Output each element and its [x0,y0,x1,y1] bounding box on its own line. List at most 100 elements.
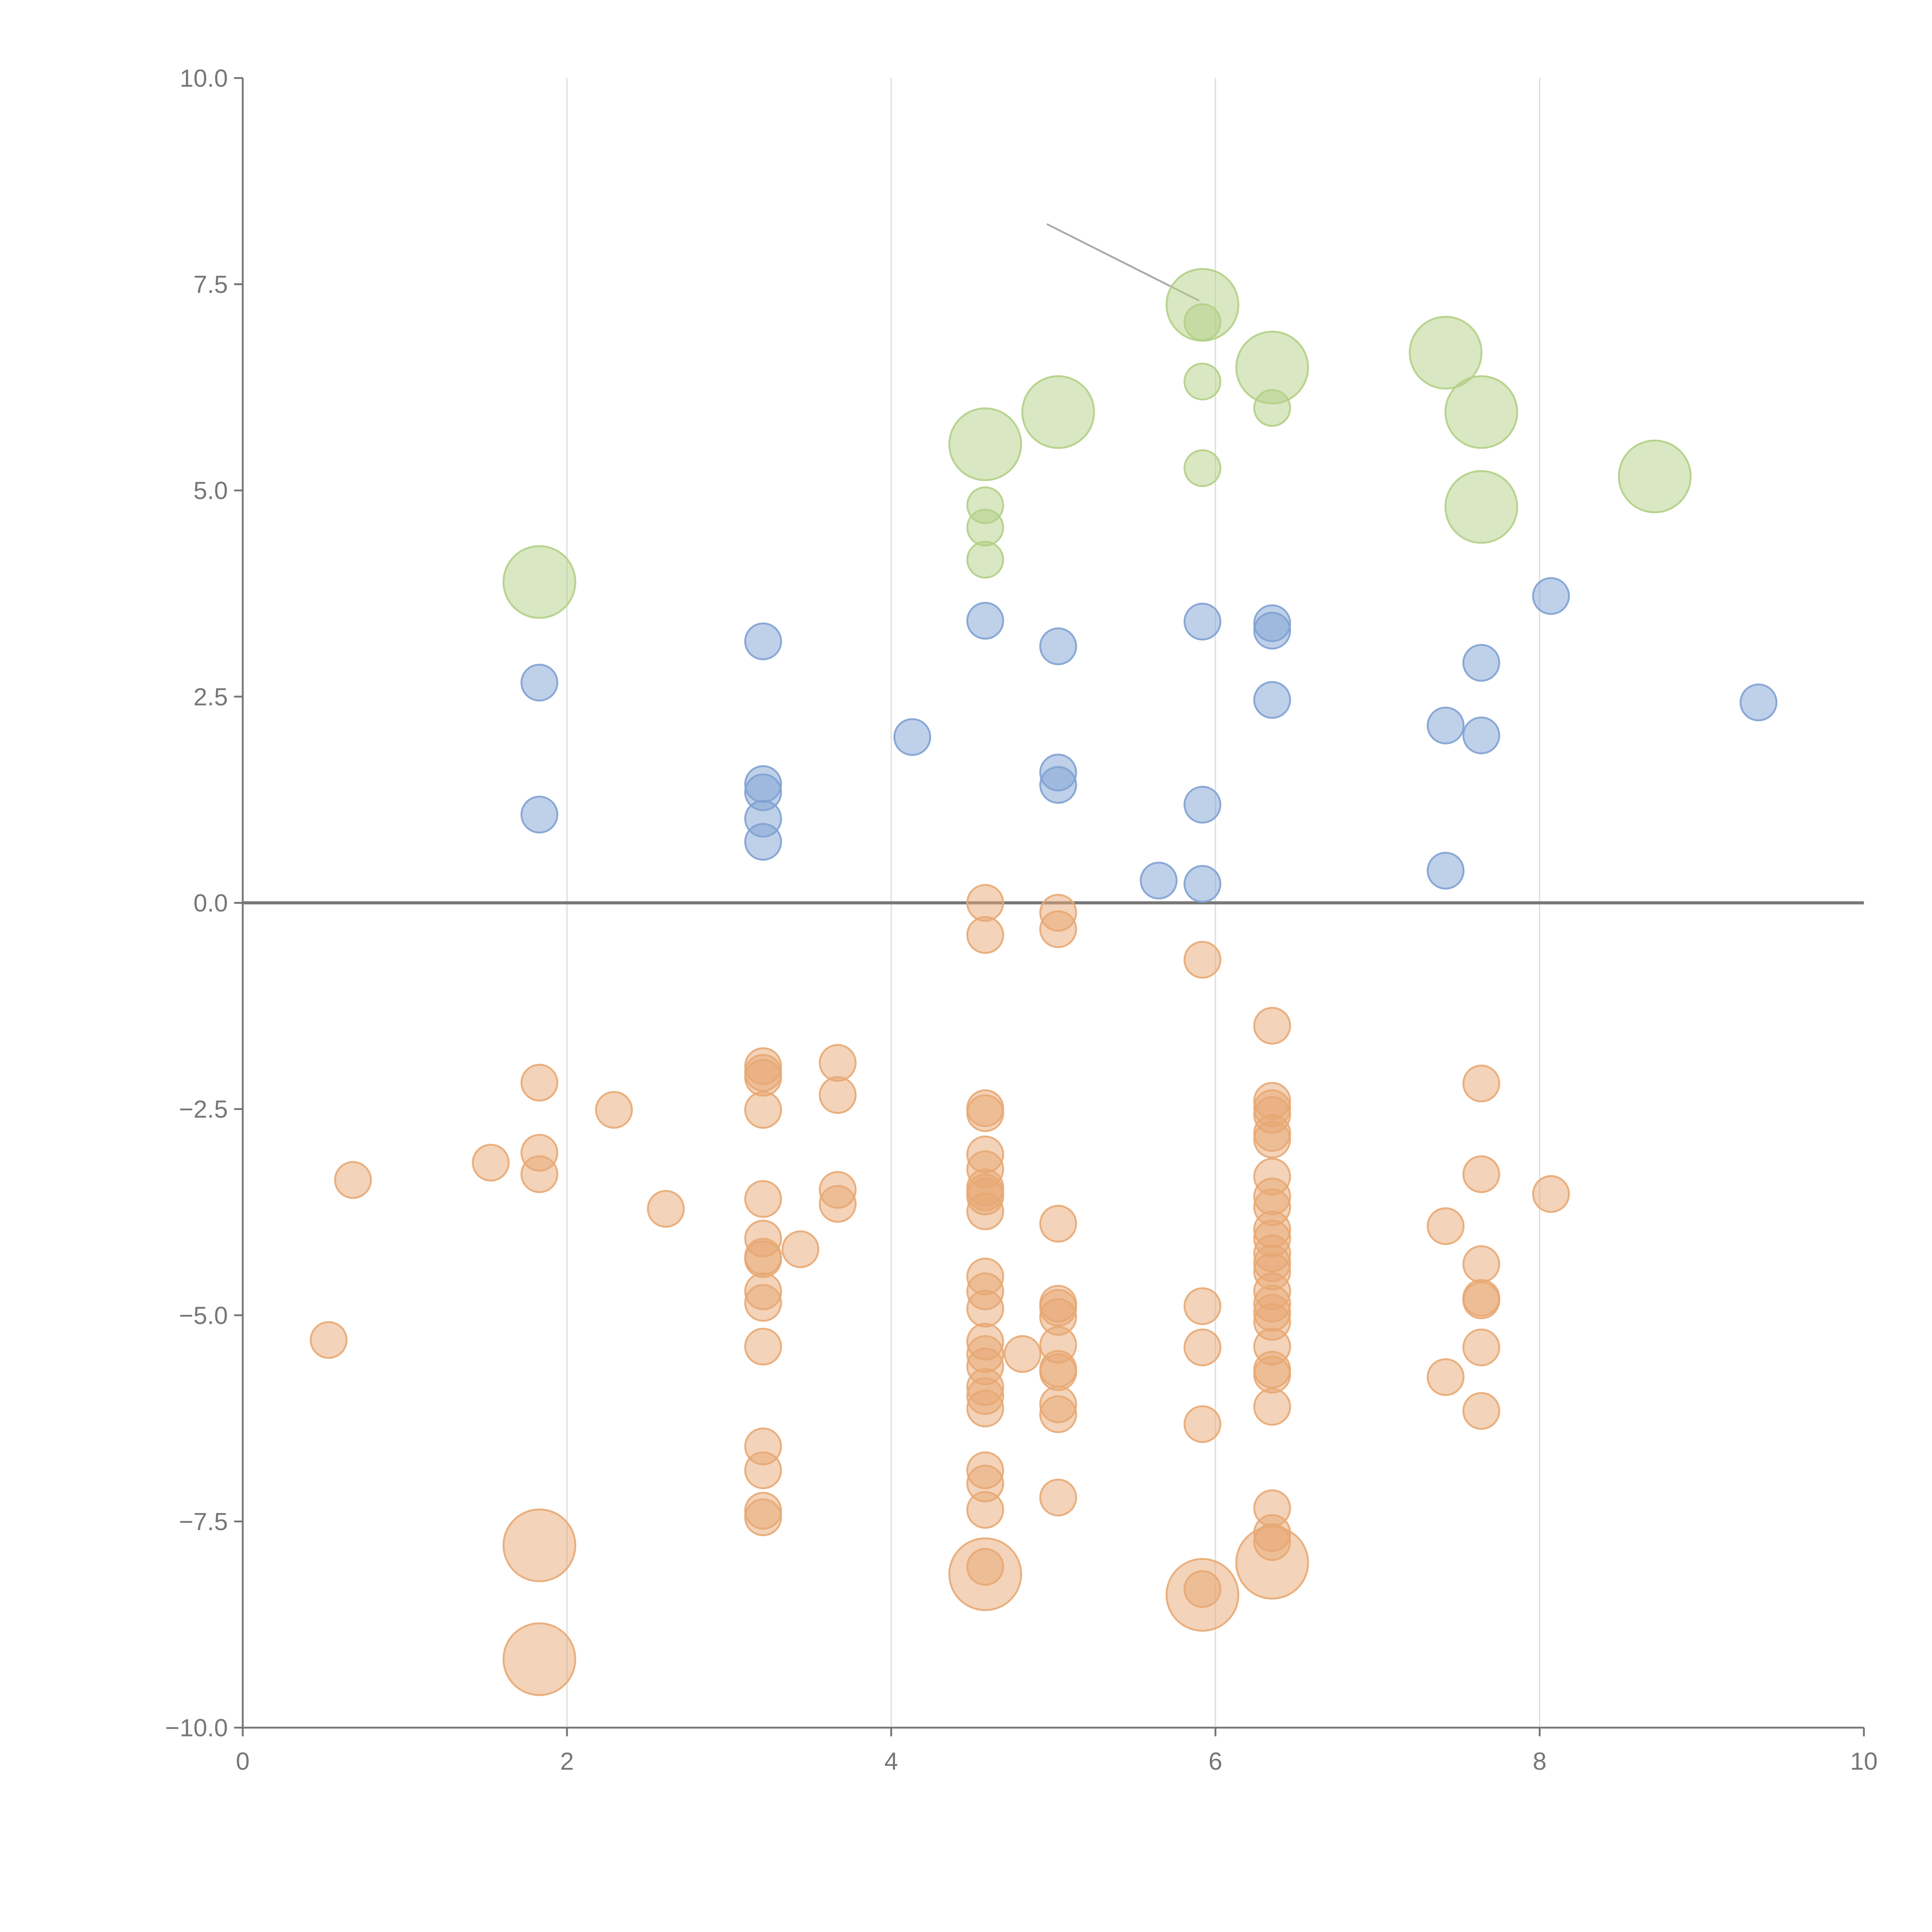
point-green [1184,449,1221,487]
point-orange [819,1044,857,1082]
point-orange [1427,1358,1465,1396]
point-orange [310,1321,348,1359]
point-blue [1184,865,1221,903]
point-orange [1427,1207,1465,1245]
point-orange [966,884,1004,922]
y-tick-label: 7.5 [194,270,228,298]
x-tick-label: 8 [1533,1747,1547,1775]
point-blue [1462,644,1500,682]
y-tick-label: 5.0 [194,477,228,505]
point-orange [1039,1395,1077,1433]
point-green [1618,439,1692,514]
x-tick-label: 2 [560,1747,574,1775]
point-orange [1184,1405,1221,1443]
point-blue [893,718,931,756]
point-green [966,509,1004,547]
point-blue [1253,681,1291,719]
y-tick-label: −5.0 [179,1301,228,1329]
point-orange [1253,1121,1291,1159]
point-blue [1039,627,1077,665]
y-tick-label: 0.0 [194,889,228,917]
point-orange [1253,1355,1291,1394]
point-orange [334,1161,372,1199]
point-green [1184,303,1221,341]
y-tick-label: 2.5 [194,683,228,711]
point-orange [472,1144,510,1182]
point-orange [1462,1155,1500,1193]
point-orange [744,1451,782,1490]
point-orange [1184,940,1221,979]
point-green [1444,375,1518,449]
point-orange [520,1064,558,1102]
point-orange [502,1509,577,1582]
point-orange [819,1185,857,1223]
point-blue [1462,716,1500,755]
y-tick-label: −2.5 [179,1095,228,1123]
point-orange [744,1240,782,1278]
point-orange [819,1076,857,1114]
point-blue [1253,612,1291,650]
point-blue [744,622,782,660]
point-orange [1003,1335,1042,1373]
data-points [310,268,1777,1696]
point-orange [966,1192,1004,1230]
point-orange [1039,1353,1077,1391]
point-orange [1253,1007,1291,1045]
point-orange [744,1180,782,1218]
point-orange [502,1622,577,1696]
point-orange [744,1091,782,1129]
point-orange [781,1230,820,1268]
point-green [948,407,1022,481]
point-orange [1462,1281,1500,1320]
x-tick-label: 6 [1209,1747,1223,1775]
point-orange [647,1190,685,1228]
point-orange [966,1094,1004,1132]
x-tick-label: 0 [236,1747,250,1775]
point-orange [744,1284,782,1322]
point-orange [966,1289,1004,1328]
point-blue [520,796,558,834]
point-orange [1039,910,1077,948]
point-blue [744,823,782,861]
point-blue [1039,766,1077,804]
point-blue [966,602,1004,640]
point-orange [595,1091,633,1129]
x-tick-label: 4 [884,1747,898,1775]
point-orange [744,1059,782,1097]
point-orange [966,916,1004,954]
point-orange [1253,1388,1291,1426]
point-green [966,541,1004,579]
point-blue [1427,852,1465,890]
point-orange [744,1498,782,1536]
y-tick-label: 10.0 [180,64,228,92]
x-tick-label: 10 [1850,1747,1878,1775]
point-orange [744,1328,782,1366]
point-blue [1184,786,1221,824]
point-orange [520,1155,558,1193]
point-orange [1462,1392,1500,1430]
point-green [502,545,577,619]
point-orange [1039,1205,1077,1243]
point-orange [1462,1065,1500,1102]
point-green [1021,375,1095,449]
point-orange [1184,1328,1221,1366]
point-blue [1427,706,1465,745]
point-blue [520,663,558,702]
point-orange [966,1491,1004,1529]
y-tick-label: −10.0 [165,1714,228,1742]
axes: 0 2 4 6 8 10 10.0 7.5 5.0 2.5 0.0 −2.5 −5.0 −7.5 −10.0 [165,64,1878,1775]
point-orange [966,1389,1004,1427]
point-orange [1462,1245,1500,1283]
point-orange [1039,1478,1077,1517]
point-orange [1462,1328,1500,1366]
point-blue [1184,602,1221,641]
point-orange [1532,1175,1570,1213]
point-blue [1139,862,1178,900]
point-green [1444,470,1518,544]
point-orange [1235,1526,1309,1600]
point-orange [1165,1558,1240,1632]
point-blue [1532,577,1570,615]
point-green [1408,316,1483,390]
point-green [1253,389,1291,427]
